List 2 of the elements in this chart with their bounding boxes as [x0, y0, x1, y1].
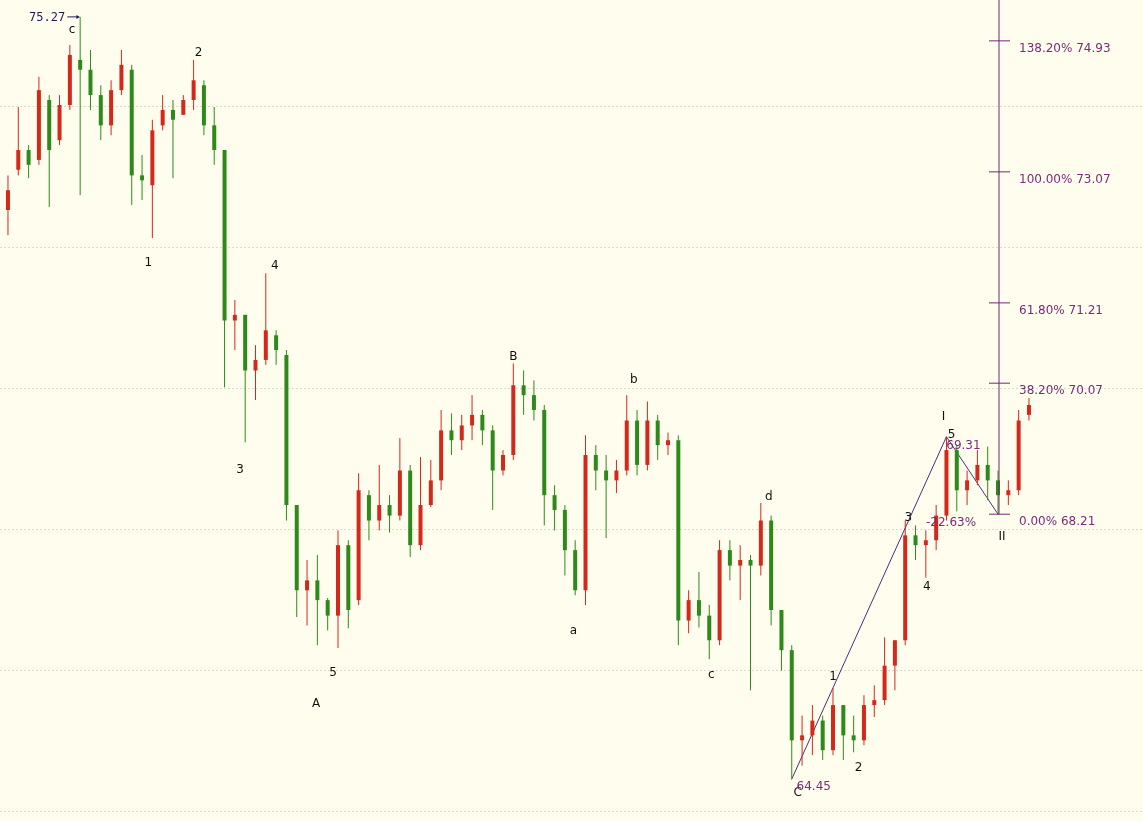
candlestick: [16, 106, 21, 176]
candlestick: [5, 174, 10, 236]
